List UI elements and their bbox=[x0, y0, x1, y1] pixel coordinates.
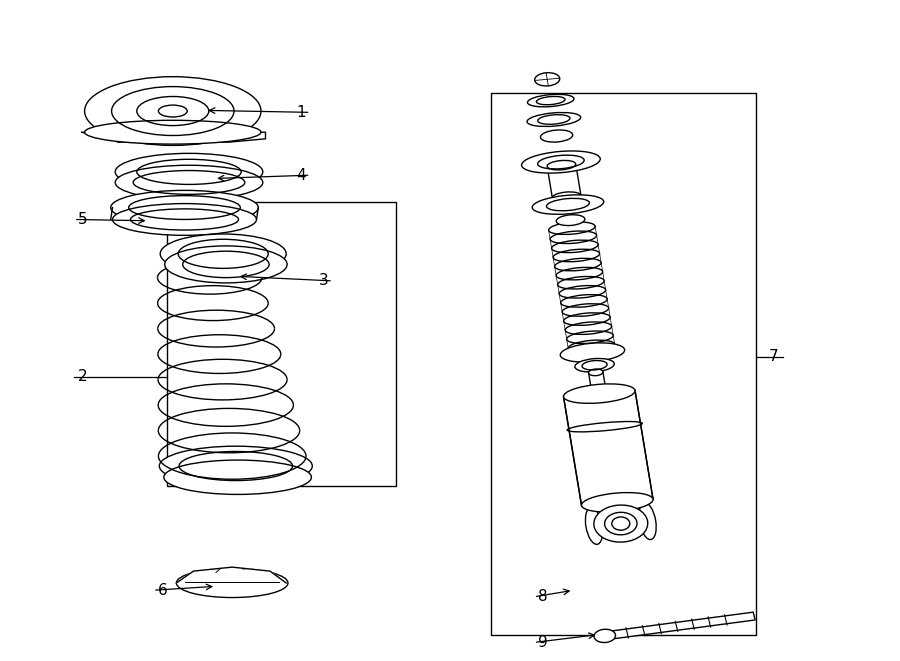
Ellipse shape bbox=[164, 460, 311, 494]
Text: 2: 2 bbox=[78, 369, 88, 384]
Polygon shape bbox=[547, 164, 580, 198]
Ellipse shape bbox=[553, 192, 581, 202]
Ellipse shape bbox=[176, 568, 288, 598]
Ellipse shape bbox=[639, 503, 656, 539]
Ellipse shape bbox=[527, 95, 574, 107]
Ellipse shape bbox=[165, 246, 287, 283]
Ellipse shape bbox=[594, 505, 648, 542]
Text: 5: 5 bbox=[78, 212, 88, 227]
Text: 4: 4 bbox=[296, 168, 306, 182]
Bar bbox=[491, 93, 756, 635]
Ellipse shape bbox=[556, 215, 585, 225]
Ellipse shape bbox=[112, 204, 256, 235]
Ellipse shape bbox=[561, 343, 625, 362]
Polygon shape bbox=[81, 132, 266, 142]
Ellipse shape bbox=[585, 508, 603, 545]
Ellipse shape bbox=[581, 492, 653, 512]
Text: 9: 9 bbox=[538, 635, 548, 650]
Ellipse shape bbox=[160, 234, 286, 274]
Ellipse shape bbox=[592, 390, 607, 397]
Bar bbox=[166, 202, 396, 486]
Polygon shape bbox=[604, 612, 755, 640]
Ellipse shape bbox=[532, 195, 604, 214]
Ellipse shape bbox=[85, 77, 261, 145]
Ellipse shape bbox=[605, 512, 637, 535]
Text: 1: 1 bbox=[296, 105, 306, 120]
Text: 6: 6 bbox=[158, 583, 167, 598]
Ellipse shape bbox=[522, 151, 600, 173]
Ellipse shape bbox=[547, 161, 576, 170]
Ellipse shape bbox=[589, 369, 603, 375]
Ellipse shape bbox=[563, 384, 635, 403]
Polygon shape bbox=[176, 567, 286, 583]
Ellipse shape bbox=[115, 153, 263, 190]
Text: 7: 7 bbox=[769, 350, 778, 364]
Polygon shape bbox=[563, 391, 653, 506]
Text: 8: 8 bbox=[538, 590, 548, 604]
Ellipse shape bbox=[111, 190, 258, 225]
Ellipse shape bbox=[594, 629, 616, 642]
Ellipse shape bbox=[85, 120, 261, 144]
Ellipse shape bbox=[159, 446, 312, 486]
Text: 3: 3 bbox=[319, 274, 328, 288]
Ellipse shape bbox=[115, 165, 263, 200]
Ellipse shape bbox=[527, 112, 580, 126]
Ellipse shape bbox=[541, 130, 572, 142]
Ellipse shape bbox=[535, 73, 560, 86]
Ellipse shape bbox=[575, 358, 615, 372]
